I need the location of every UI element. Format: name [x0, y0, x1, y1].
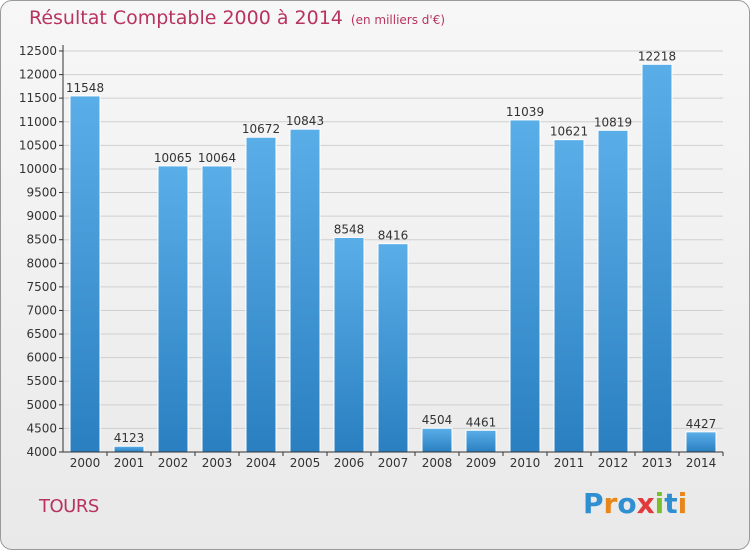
data-label: 10843 [286, 114, 324, 128]
bar-2002 [157, 165, 189, 453]
y-tick-label: 4500 [26, 421, 57, 435]
bar-2007 [377, 243, 409, 453]
unit-note: (en milliers d'€) [350, 13, 446, 27]
data-label: 11548 [66, 81, 104, 95]
x-tick-label: 2001 [114, 456, 145, 470]
x-tick-label: 2005 [290, 456, 321, 470]
x-tick-label: 2007 [378, 456, 409, 470]
axes [59, 45, 724, 456]
x-tick-label: 2003 [202, 456, 233, 470]
data-label: 4427 [686, 417, 717, 431]
data-label: 10621 [550, 125, 588, 139]
y-tick-label: 11000 [19, 115, 57, 129]
bar-2014 [685, 431, 717, 453]
y-tick-label: 6000 [26, 351, 57, 365]
bar-2006 [333, 236, 365, 453]
data-label: 11039 [506, 105, 544, 119]
data-labels: 11548 4123 10065 10064 10672 10843 8548 8416 450… [66, 49, 716, 445]
y-tick-label: 11500 [19, 91, 57, 105]
y-tick-label: 10500 [19, 138, 57, 152]
y-tick-label: 9500 [26, 186, 57, 200]
y-tick-labels: 4000 4500 5000 5500 6000 6500 7000 7500 8000 8500… [19, 44, 57, 459]
bar-2013 [641, 63, 673, 453]
data-label: 4123 [114, 431, 145, 445]
data-label: 10064 [198, 151, 236, 165]
x-tick-label: 2006 [334, 456, 365, 470]
x-tick-label: 2011 [554, 456, 585, 470]
bar-2001 [113, 445, 145, 453]
y-tick-label: 7500 [26, 280, 57, 294]
bar-2003 [201, 165, 233, 453]
x-tick-label: 2012 [598, 456, 629, 470]
y-tick-label: 10000 [19, 162, 57, 176]
x-tick-label: 2000 [70, 456, 101, 470]
bar-2012 [597, 129, 629, 453]
y-tick-label: 6500 [26, 327, 57, 341]
y-tick-label: 8000 [26, 256, 57, 270]
logo-letter: i [677, 487, 688, 520]
logo-letter: o [617, 487, 637, 520]
y-tick-label: 12000 [19, 68, 57, 82]
data-label: 4461 [466, 415, 497, 429]
x-tick-label: 2002 [158, 456, 189, 470]
bar-2011 [553, 139, 585, 453]
x-tick-label: 2008 [422, 456, 453, 470]
logo-letter: i [654, 487, 665, 520]
y-tick-label: 7000 [26, 303, 57, 317]
bar-2004 [245, 136, 277, 453]
bar-2000 [69, 95, 101, 453]
logo-letter: t [664, 487, 678, 520]
data-label: 8416 [378, 229, 409, 243]
data-label: 4504 [422, 413, 453, 427]
logo-letter: x [636, 487, 655, 520]
city-name: TOURS [39, 496, 99, 517]
data-label: 10672 [242, 122, 280, 136]
bar-2009 [465, 429, 497, 453]
data-label: 10065 [154, 151, 192, 165]
x-tick-label: 2014 [686, 456, 717, 470]
bars [69, 63, 717, 453]
title-text: Résultat Comptable 2000 à 2014 [29, 7, 343, 29]
y-tick-label: 5000 [26, 398, 57, 412]
logo-letter: r [603, 487, 618, 520]
logo-letter: P [583, 487, 604, 520]
y-tick-label: 9000 [26, 209, 57, 223]
data-label: 10819 [594, 115, 632, 129]
x-tick-label: 2013 [642, 456, 673, 470]
bar-2005 [289, 128, 321, 453]
x-tick-label: 2009 [466, 456, 497, 470]
x-tick-label: 2010 [510, 456, 541, 470]
data-label: 12218 [638, 49, 676, 63]
y-tick-label: 8500 [26, 233, 57, 247]
y-tick-label: 5500 [26, 374, 57, 388]
bar-2008 [421, 427, 453, 453]
chart-title: Résultat Comptable 2000 à 2014 (en millie… [29, 7, 445, 29]
data-label: 8548 [334, 222, 365, 236]
bar-2010 [509, 119, 541, 453]
y-tick-label: 4000 [26, 445, 57, 459]
x-tick-label: 2004 [246, 456, 277, 470]
proxiti-logo: Proxiti [583, 487, 687, 520]
y-tick-label: 12500 [19, 44, 57, 58]
x-tick-labels: 2000 2001 2002 2003 2004 2005 2006 2007 2008 2009… [70, 456, 717, 470]
